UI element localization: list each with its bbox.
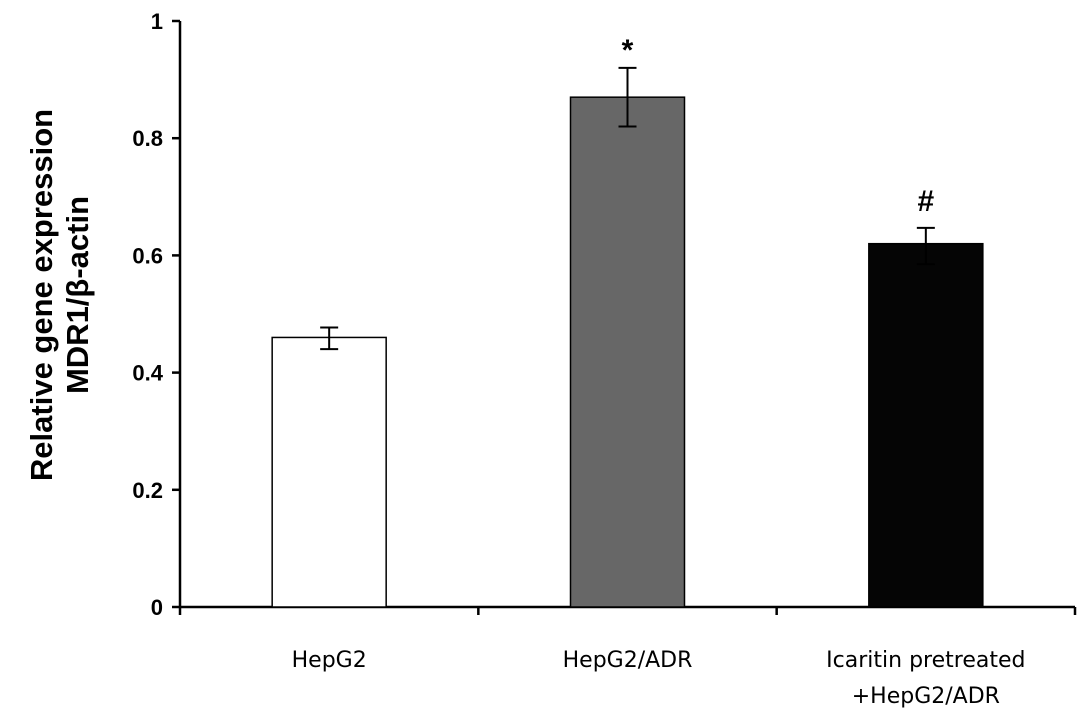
significance-markers: *# <box>622 34 935 218</box>
y-axis-title-line-1: Relative gene expression <box>24 109 59 481</box>
x-category-label: HepG2/ADR <box>563 648 693 673</box>
x-axis: HepG2 HepG2/ADR Icaritin pretreated +HepG2/… <box>178 605 1077 709</box>
y-axis: 0 0.2 0.4 0.6 0.8 1 <box>132 9 182 620</box>
x-category-label: HepG2 <box>292 648 367 673</box>
significance-marker: * <box>622 34 634 67</box>
y-axis-title: Relative gene expression MDR1/β-actin <box>24 109 95 481</box>
y-tick-label: 0 <box>151 595 163 620</box>
y-tick-label: 0.4 <box>132 361 163 386</box>
y-tick-label: 1 <box>151 9 163 34</box>
y-tick-label: 0.2 <box>132 478 163 503</box>
x-category-label: +HepG2/ADR <box>852 684 1000 709</box>
y-tick-label: 0.8 <box>132 126 163 151</box>
significance-marker: # <box>917 185 934 218</box>
bar <box>868 242 984 608</box>
y-tick-label: 0.6 <box>132 243 163 268</box>
bars <box>271 96 984 608</box>
x-category-label: Icaritin pretreated <box>826 648 1025 673</box>
bar <box>569 96 686 608</box>
y-axis-title-line-2: MDR1/β-actin <box>60 196 95 394</box>
error-bars <box>320 66 935 351</box>
bar <box>271 336 387 608</box>
